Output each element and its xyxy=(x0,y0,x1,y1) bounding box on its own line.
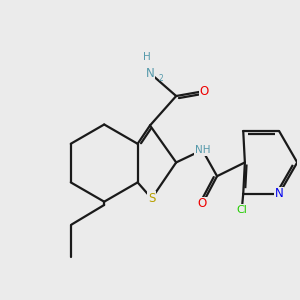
Text: O: O xyxy=(198,197,207,211)
Text: S: S xyxy=(148,192,155,205)
Text: 2: 2 xyxy=(158,74,163,83)
Text: Cl: Cl xyxy=(236,205,247,215)
Text: N: N xyxy=(275,187,284,200)
Text: N: N xyxy=(146,67,154,80)
Text: O: O xyxy=(200,85,208,98)
Text: H: H xyxy=(143,52,151,62)
Text: NH: NH xyxy=(195,145,210,155)
